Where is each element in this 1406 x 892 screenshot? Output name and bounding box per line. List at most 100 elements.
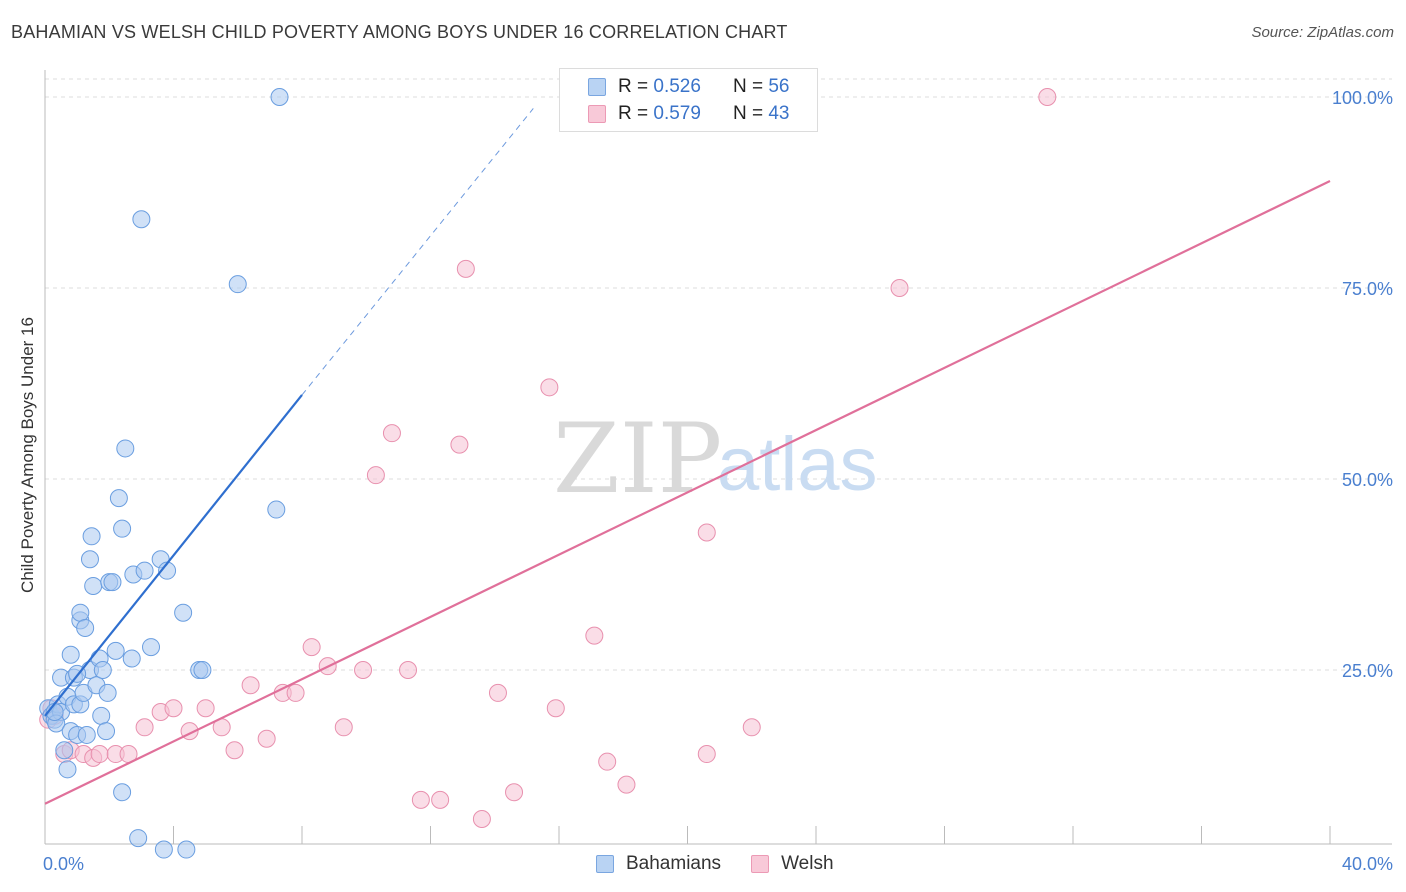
welsh-point xyxy=(196,699,215,718)
welsh-point xyxy=(697,523,716,542)
n-label: N = xyxy=(732,103,764,124)
n-value: 43 xyxy=(768,103,790,124)
bahamian-point xyxy=(58,760,77,779)
legend-item-bahamians[interactable]: Bahamians xyxy=(596,853,721,875)
welsh-point xyxy=(472,809,491,828)
watermark-atlas: atlas xyxy=(717,422,878,507)
r-label: R = xyxy=(618,103,649,124)
legend-label-bahamians: Bahamians xyxy=(626,853,722,874)
bahamians-swatch xyxy=(588,78,606,96)
welsh-legend-swatch xyxy=(751,855,770,873)
bahamian-point xyxy=(174,603,193,622)
welsh-point xyxy=(450,435,469,454)
welsh-point xyxy=(241,676,260,695)
welsh-point xyxy=(697,745,716,764)
legend-row-bahamians: R = 0.526 N = 56 xyxy=(588,75,789,99)
bahamian-point xyxy=(84,576,103,595)
bahamian-point xyxy=(270,88,289,106)
series-legend: Bahamians Welsh xyxy=(596,852,864,876)
welsh-point xyxy=(505,783,524,802)
bahamian-point xyxy=(55,741,74,760)
x-tick-label: 0.0% xyxy=(43,854,84,874)
bahamian-point xyxy=(135,561,154,580)
bahamian-point xyxy=(177,840,196,859)
bahamian-point xyxy=(267,500,286,519)
bahamians-legend-swatch xyxy=(596,855,614,873)
welsh-trend-line xyxy=(44,180,1331,805)
welsh-point xyxy=(617,775,636,794)
welsh-point xyxy=(598,752,617,771)
welsh-point xyxy=(225,741,244,760)
legend-label-welsh: Welsh xyxy=(781,853,834,874)
bahamian-point xyxy=(106,641,125,660)
welsh-point xyxy=(1038,88,1057,106)
welsh-point xyxy=(164,699,183,718)
stats-legend: R = 0.526 N = 56 R = 0.579 N = 43 xyxy=(559,68,818,132)
bahamian-point xyxy=(61,645,80,664)
bahamian-point xyxy=(142,638,161,657)
welsh-point xyxy=(411,790,430,809)
bahamian-point xyxy=(129,829,148,848)
welsh-point xyxy=(366,466,385,485)
r-value: 0.579 xyxy=(653,103,701,124)
bahamians-trend-extension xyxy=(301,108,534,396)
bahamian-point xyxy=(80,550,99,569)
n-value: 56 xyxy=(768,76,790,97)
welsh-point xyxy=(742,718,761,737)
x-tick-labels: 0.0% 40.0% xyxy=(43,854,1393,874)
welsh-point xyxy=(135,718,154,737)
welsh-point xyxy=(399,661,418,679)
welsh-point xyxy=(890,279,909,297)
welsh-point xyxy=(431,790,450,809)
bahamian-point xyxy=(113,519,132,538)
bahamian-point xyxy=(77,725,96,744)
y-tick-labels: 25.0% 50.0% 75.0% 100.0% xyxy=(1332,88,1393,681)
bahamian-point xyxy=(92,706,111,725)
welsh-point xyxy=(302,638,321,657)
bahamian-point xyxy=(98,683,117,702)
n-label: N = xyxy=(732,76,764,97)
welsh-point xyxy=(90,745,109,764)
bahamian-point xyxy=(103,573,122,592)
welsh-point xyxy=(354,661,373,679)
welsh-point xyxy=(257,729,276,748)
welsh-point xyxy=(382,424,401,443)
bahamian-point xyxy=(76,618,95,637)
bahamian-point xyxy=(97,722,116,741)
bahamian-point xyxy=(132,210,151,229)
y-tick-label: 25.0% xyxy=(1342,661,1393,681)
bahamian-point xyxy=(122,649,141,668)
welsh-point xyxy=(488,683,507,702)
legend-row-welsh: R = 0.579 N = 43 xyxy=(588,102,789,126)
legend-item-welsh[interactable]: Welsh xyxy=(751,853,834,875)
y-tick-label: 75.0% xyxy=(1342,279,1393,299)
welsh-point xyxy=(286,683,305,702)
gridlines xyxy=(45,78,1392,671)
bahamian-point xyxy=(228,275,247,294)
bahamian-point xyxy=(116,439,135,458)
watermark: ZIP atlas xyxy=(553,403,878,515)
bahamian-point xyxy=(113,783,132,802)
welsh-point xyxy=(456,259,475,278)
bahamian-points xyxy=(39,88,289,859)
source-label: Source: ZipAtlas.com xyxy=(1251,24,1394,41)
r-value: 0.526 xyxy=(653,76,701,97)
bahamian-point xyxy=(93,661,112,679)
bahamians-trend-line xyxy=(44,394,303,717)
r-label: R = xyxy=(618,76,649,97)
bahamian-point xyxy=(154,840,173,859)
bahamian-point xyxy=(82,527,101,546)
bahamian-point xyxy=(193,661,212,679)
welsh-point xyxy=(585,626,604,645)
y-tick-label: 50.0% xyxy=(1342,470,1393,490)
trend-lines xyxy=(44,108,1331,805)
welsh-points xyxy=(39,88,1057,828)
y-tick-label: 100.0% xyxy=(1332,88,1393,108)
welsh-point xyxy=(546,699,565,718)
watermark-zip: ZIP xyxy=(553,403,722,515)
x-tick-label: 40.0% xyxy=(1342,854,1393,874)
bahamian-point xyxy=(71,603,90,622)
welsh-swatch xyxy=(588,105,606,123)
chart-title: BAHAMIAN VS WELSH CHILD POVERTY AMONG BO… xyxy=(11,22,788,42)
